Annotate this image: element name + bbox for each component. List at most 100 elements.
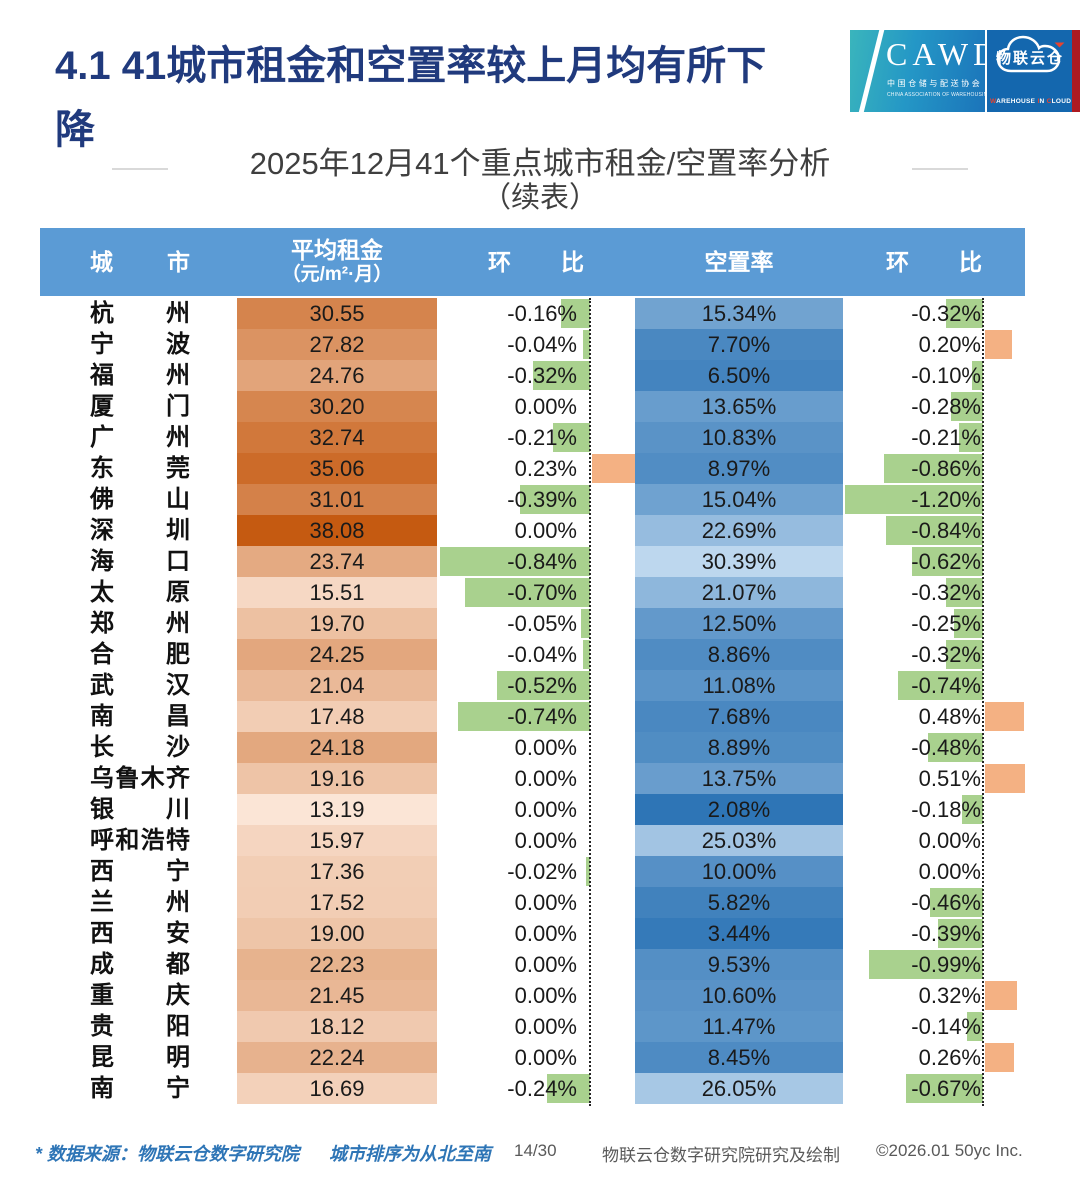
rent-value: 19.70 xyxy=(237,608,437,639)
city-name: 合肥 xyxy=(90,641,190,668)
logo-red-strip xyxy=(1072,30,1080,112)
mom-vacancy-value: 0.51% xyxy=(918,766,981,791)
cloud-icon xyxy=(996,35,1061,73)
table-row: 佛山 31.01 -0.39% 15.04% -1.20% xyxy=(40,484,1025,515)
table-row: 海口 23.74 -0.84% 30.39% -0.62% xyxy=(40,546,1025,577)
mom-vacancy-negative-bar xyxy=(884,454,983,483)
vacancy-value: 7.68% xyxy=(635,701,843,732)
city-name: 杭州 xyxy=(90,300,190,327)
cawd-english-name: CHINA ASSOCIATION OF WAREHOUSING AND DIS… xyxy=(887,92,1044,98)
table-row: 重庆 21.45 0.00% 10.60% 0.32% xyxy=(40,980,1025,1011)
page-footer: * 数据来源：物联云仓数字研究院 城市排序为从北至南 14/30 物联云仓数字研究… xyxy=(0,1138,1080,1170)
header-average-rent: 平均租金 （元/m²·月） xyxy=(281,237,393,285)
city-name: 成都 xyxy=(90,951,190,978)
table-row: 兰州 17.52 0.00% 5.82% -0.46% xyxy=(40,887,1025,918)
vacancy-value: 10.83% xyxy=(635,422,843,453)
mom-vacancy-negative-bar xyxy=(958,423,983,452)
mom-rent-value: -0.02% xyxy=(507,859,577,884)
mom-rent-value: -0.16% xyxy=(507,301,577,326)
mom-rent-value: 0.00% xyxy=(514,518,577,543)
mom-rent-negative-bar xyxy=(586,857,590,886)
header-mom-vacancy: 环比 xyxy=(886,249,982,275)
mom-rent-axis-line xyxy=(589,298,591,1106)
vacancy-value: 10.00% xyxy=(635,856,843,887)
mom-vacancy-value: -0.18% xyxy=(911,797,981,822)
table-row: 长沙 24.18 0.00% 8.89% -0.48% xyxy=(40,732,1025,763)
city-name: 重庆 xyxy=(90,982,190,1009)
rent-value: 30.20 xyxy=(237,391,437,422)
mom-rent-negative-bar xyxy=(582,330,590,359)
table-row: 呼和浩特 15.97 0.00% 25.03% 0.00% xyxy=(40,825,1025,856)
mom-rent-negative-bar xyxy=(581,609,590,638)
table-row: 郑州 19.70 -0.05% 12.50% -0.25% xyxy=(40,608,1025,639)
vacancy-value: 10.60% xyxy=(635,980,843,1011)
table-title-line1: 2025年12月41个重点城市租金/空置率分析 xyxy=(249,146,831,181)
vacancy-value: 9.53% xyxy=(635,949,843,980)
mom-rent-value: 0.00% xyxy=(514,1045,577,1070)
table-row: 厦门 30.20 0.00% 13.65% -0.28% xyxy=(40,391,1025,422)
mom-rent-value: -0.84% xyxy=(507,549,577,574)
mom-rent-value: -0.52% xyxy=(507,673,577,698)
copyright-text: ©2026.01 50yc Inc. xyxy=(876,1141,1023,1160)
mom-vacancy-value: -0.67% xyxy=(911,1076,981,1101)
mom-vacancy-value: -0.10% xyxy=(911,363,981,388)
logo-slash-decoration xyxy=(856,30,887,112)
mom-vacancy-positive-bar xyxy=(985,330,1012,359)
vacancy-value: 30.39% xyxy=(635,546,843,577)
table-row: 南昌 17.48 -0.74% 7.68% 0.48% xyxy=(40,701,1025,732)
mom-vacancy-value: -0.14% xyxy=(911,1014,981,1039)
page-title: 4.1 41城市租金和空置率较上月均有所下降 xyxy=(55,44,767,152)
mom-rent-negative-bar xyxy=(457,702,590,731)
mom-vacancy-negative-bar xyxy=(845,485,983,514)
table-row: 深圳 38.08 0.00% 22.69% -0.84% xyxy=(40,515,1025,546)
rent-value: 38.08 xyxy=(237,515,437,546)
table-row: 宁波 27.82 -0.04% 7.70% 0.20% xyxy=(40,329,1025,360)
vacancy-value: 25.03% xyxy=(635,825,843,856)
page-number: 14/30 xyxy=(514,1141,557,1160)
mom-vacancy-value: -0.48% xyxy=(911,735,981,760)
city-name: 武汉 xyxy=(90,672,190,699)
city-name: 银川 xyxy=(90,796,190,823)
table-row: 贵阳 18.12 0.00% 11.47% -0.14% xyxy=(40,1011,1025,1042)
mom-rent-value: -0.70% xyxy=(507,580,577,605)
mom-rent-negative-bar xyxy=(440,547,590,576)
city-name: 西安 xyxy=(90,920,190,947)
city-name: 昆明 xyxy=(90,1044,190,1071)
rent-value: 16.69 xyxy=(237,1073,437,1104)
vacancy-value: 3.44% xyxy=(635,918,843,949)
rent-value: 15.97 xyxy=(237,825,437,856)
header-city: 城市 xyxy=(90,249,190,275)
mom-vacancy-positive-bar xyxy=(985,981,1017,1010)
rent-value: 19.16 xyxy=(237,763,437,794)
mom-rent-value: -0.21% xyxy=(507,425,577,450)
vacancy-value: 12.50% xyxy=(635,608,843,639)
mom-vacancy-value: -0.39% xyxy=(911,921,981,946)
mom-rent-value: -0.32% xyxy=(507,363,577,388)
rent-value: 22.23 xyxy=(237,949,437,980)
vacancy-value: 2.08% xyxy=(635,794,843,825)
mom-vacancy-value: -0.21% xyxy=(911,425,981,450)
city-name: 深圳 xyxy=(90,517,190,544)
mom-vacancy-value: -0.32% xyxy=(911,642,981,667)
city-name: 福州 xyxy=(90,362,190,389)
city-name: 长沙 xyxy=(90,734,190,761)
mom-vacancy-value: -0.84% xyxy=(911,518,981,543)
table-row: 银川 13.19 0.00% 2.08% -0.18% xyxy=(40,794,1025,825)
rent-value: 24.25 xyxy=(237,639,437,670)
mom-vacancy-value: 0.00% xyxy=(918,828,981,853)
mom-vacancy-value: 0.00% xyxy=(918,859,981,884)
mom-rent-value: -0.24% xyxy=(507,1076,577,1101)
mom-rent-negative-bar xyxy=(547,1074,590,1103)
mom-vacancy-negative-bar xyxy=(930,888,983,917)
table-row: 武汉 21.04 -0.52% 11.08% -0.74% xyxy=(40,670,1025,701)
table-row: 太原 15.51 -0.70% 21.07% -0.32% xyxy=(40,577,1025,608)
subtitle-left-rule xyxy=(112,168,168,170)
table-row: 合肥 24.25 -0.04% 8.86% -0.32% xyxy=(40,639,1025,670)
mom-rent-value: -0.74% xyxy=(507,704,577,729)
rent-value: 24.76 xyxy=(237,360,437,391)
vacancy-value: 11.08% xyxy=(635,670,843,701)
mom-rent-negative-bar xyxy=(582,640,590,669)
mom-vacancy-negative-bar xyxy=(962,795,983,824)
logo-divider xyxy=(985,30,987,112)
